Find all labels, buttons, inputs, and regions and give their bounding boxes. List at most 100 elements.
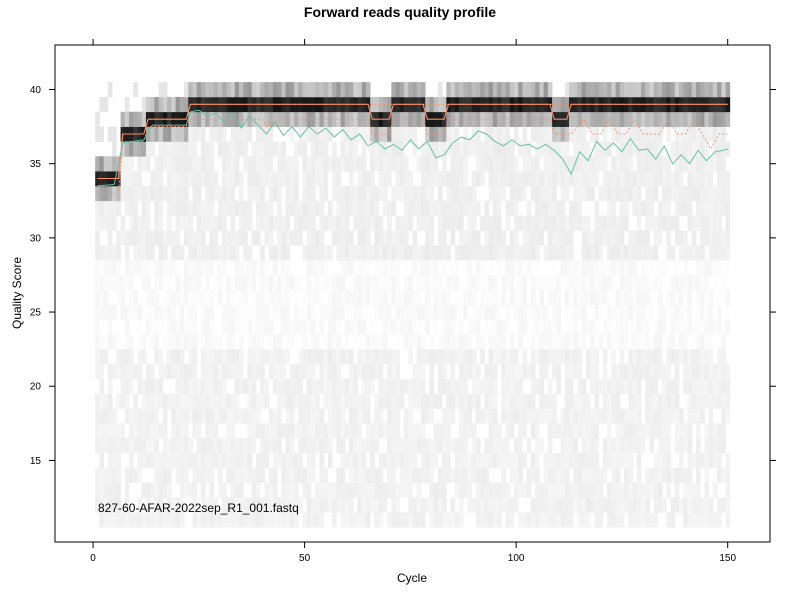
- heat-cell: [725, 185, 731, 202]
- heat-cell: [695, 319, 701, 335]
- heat-cell: [670, 349, 676, 365]
- heat-cell: [666, 304, 671, 320]
- heat-cell: [247, 304, 253, 320]
- heat-cell: [399, 467, 405, 484]
- heat-cell: [645, 304, 650, 320]
- heat-cell: [192, 230, 198, 246]
- heat-cell: [657, 260, 663, 276]
- heat-cell: [124, 304, 130, 320]
- heat-cell: [332, 408, 337, 424]
- heat-cell: [624, 334, 629, 350]
- heat-cell: [509, 363, 515, 380]
- heat-cell: [133, 215, 138, 231]
- heat-cell: [674, 82, 680, 98]
- heat-cell: [640, 319, 646, 335]
- heat-cell: [607, 215, 612, 231]
- heat-cell: [653, 408, 659, 424]
- heat-cell: [226, 289, 231, 305]
- heat-cell: [632, 378, 638, 394]
- heat-cell: [382, 171, 388, 187]
- heat-cell: [708, 334, 714, 350]
- heat-cell: [272, 289, 278, 305]
- heat-cell: [450, 378, 456, 394]
- heat-cell: [323, 349, 329, 365]
- heat-cell: [416, 82, 422, 98]
- heat-cell: [319, 215, 324, 231]
- heat-cell: [687, 393, 693, 409]
- heat-cell: [95, 215, 100, 231]
- heat-cell: [577, 319, 583, 335]
- heat-cell: [171, 96, 176, 113]
- heat-cell: [268, 141, 274, 157]
- heat-cell: [298, 141, 303, 157]
- heat-cell: [611, 378, 616, 394]
- heat-cell: [539, 334, 544, 350]
- heat-cell: [200, 497, 206, 513]
- heat-cell: [564, 215, 570, 231]
- heat-cell: [289, 126, 295, 142]
- heat-cell: [433, 156, 439, 172]
- heat-cell: [708, 363, 714, 380]
- heat-cell: [154, 408, 159, 424]
- heat-cell: [137, 349, 143, 365]
- heat-cell: [150, 260, 155, 276]
- heat-cell: [205, 393, 210, 409]
- heat-cell: [721, 378, 726, 394]
- heat-cell: [264, 230, 269, 246]
- heat-cell: [319, 378, 324, 394]
- heat-cell: [171, 200, 176, 216]
- heat-cell: [535, 319, 540, 335]
- heat-cell: [539, 200, 544, 216]
- heat-cell: [459, 512, 464, 528]
- heat-cell: [657, 289, 663, 305]
- heat-cell: [653, 423, 659, 439]
- heat-cell: [277, 260, 282, 276]
- heat-cell: [679, 408, 684, 424]
- heat-cell: [657, 334, 663, 350]
- heat-cell: [205, 467, 210, 484]
- heat-cell: [577, 393, 583, 409]
- heat-cell: [251, 289, 257, 305]
- heat-cell: [188, 200, 193, 216]
- heat-cell: [471, 171, 477, 187]
- heat-cell: [255, 319, 261, 335]
- heat-cell: [459, 245, 464, 261]
- heat-cell: [399, 378, 405, 394]
- heat-cell: [488, 230, 494, 246]
- heat-cell: [530, 156, 536, 172]
- heat-cell: [645, 82, 650, 98]
- heat-cell: [255, 230, 261, 246]
- heat-cell: [683, 497, 688, 513]
- heat-cell: [704, 497, 709, 513]
- heat-cell: [222, 260, 227, 276]
- heat-cell: [192, 260, 198, 276]
- heat-cell: [657, 230, 663, 246]
- heat-cell: [239, 452, 244, 469]
- heat-cell: [619, 408, 625, 424]
- heat-cell: [162, 304, 168, 320]
- heat-cell: [200, 200, 206, 216]
- heat-cell: [670, 171, 676, 187]
- heat-cell: [645, 274, 650, 291]
- heat-cell: [459, 171, 464, 187]
- heat-cell: [695, 171, 701, 187]
- heat-cell: [594, 423, 599, 439]
- heat-cell: [281, 171, 286, 187]
- heat-cell: [721, 408, 726, 424]
- heat-cell: [488, 82, 494, 98]
- heat-cell: [590, 497, 595, 513]
- heat-cell: [404, 452, 409, 469]
- heat-cell: [357, 497, 363, 513]
- heat-cell: [239, 200, 244, 216]
- heat-cell: [340, 230, 346, 246]
- heat-cell: [446, 423, 451, 439]
- heat-cell: [188, 438, 193, 454]
- heat-cell: [268, 408, 274, 424]
- heat-cell: [327, 408, 333, 424]
- heat-cell: [657, 423, 663, 439]
- heat-cell: [670, 319, 676, 335]
- heat-cell: [539, 111, 544, 127]
- heat-cell: [530, 393, 536, 409]
- heat-cell: [564, 82, 570, 98]
- heat-cell: [408, 438, 413, 454]
